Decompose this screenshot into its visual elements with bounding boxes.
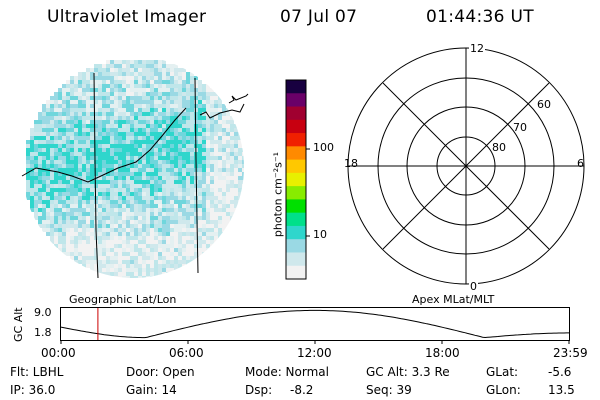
colorbar-swatch <box>286 80 306 94</box>
dsp-label: Dsp: <box>245 383 273 397</box>
auroral-image <box>26 60 244 278</box>
mode-value: Mode: Normal <box>245 365 329 379</box>
timeline-xtick-1800: 18:00 <box>425 346 460 360</box>
mlat-label-70: 70 <box>513 121 527 134</box>
colorbar-swatch <box>286 106 306 121</box>
timeline-xtick-0000: 00:00 <box>41 346 76 360</box>
timeline-ytick-1-8: 1.8 <box>34 326 52 339</box>
mlt-label-18: 18 <box>344 157 358 170</box>
instrument-title: Ultraviolet Imager <box>47 7 207 27</box>
geographic-grid <box>21 72 249 279</box>
timeline-xtick-0600: 06:00 <box>169 346 204 360</box>
glat-label: GLat: <box>486 365 519 379</box>
colorbar-swatch <box>286 93 306 108</box>
colorbar-swatch <box>286 239 306 254</box>
colorbar-swatch <box>286 265 306 280</box>
colorbar-swatch <box>286 172 306 187</box>
sequence-number: Seq: 39 <box>366 383 412 397</box>
timeline-right-title: Apex MLat/MLT <box>412 293 495 306</box>
dsp-value: -8.2 <box>290 383 314 397</box>
mlt-label-6: 6 <box>577 157 584 170</box>
timeline-xtick-2359: 23:59 <box>553 346 588 360</box>
colorbar-tick-10: 10 <box>313 228 327 241</box>
timeline-xtick-1200: 12:00 <box>297 346 332 360</box>
mlt-label-12: 12 <box>469 42 485 55</box>
colorbar-swatch <box>286 199 306 214</box>
filter-value: Flt: LBHL <box>10 365 64 379</box>
mlt-line-diagonal-2 <box>382 82 550 250</box>
colorbar-swatch <box>286 186 306 200</box>
mlt-label-0: 0 <box>469 280 478 293</box>
altitude-timeline <box>60 307 570 344</box>
colorbar-swatches <box>286 80 306 280</box>
timeline-ytick-9: 9.0 <box>34 306 52 319</box>
intensity-colorbar <box>285 79 310 280</box>
colorbar-swatch <box>286 225 306 240</box>
colorbar-swatch <box>286 252 306 267</box>
gain-value: Gain: 14 <box>126 383 177 397</box>
colorbar-swatch <box>286 159 306 174</box>
colorbar-unit-label: photon cm⁻²s⁻¹ <box>271 151 285 238</box>
altitude-curve <box>60 309 569 339</box>
glon-label: GLon: <box>486 383 521 397</box>
colorbar-swatch <box>286 119 306 134</box>
timeline-ylabel: GC Alt <box>12 307 25 342</box>
timeline-left-title: Geographic Lat/Lon <box>69 293 177 306</box>
colorbar-tick-100: 100 <box>313 141 334 154</box>
ip-value: IP: 36.0 <box>10 383 56 397</box>
gc-altitude: GC Alt: 3.3 Re <box>366 365 450 379</box>
glat-value: -5.6 <box>548 365 572 379</box>
observation-time: 01:44:36 UT <box>426 7 534 27</box>
colorbar-swatch <box>286 146 306 161</box>
mlat-label-80: 80 <box>492 141 506 154</box>
door-status: Door: Open <box>126 365 195 379</box>
mlat-label-60: 60 <box>537 98 551 111</box>
colorbar-swatch <box>286 133 306 147</box>
colorbar-swatch <box>286 212 306 227</box>
observation-date: 07 Jul 07 <box>280 7 358 27</box>
glon-value: 13.5 <box>548 383 575 397</box>
polar-plot <box>347 47 585 285</box>
